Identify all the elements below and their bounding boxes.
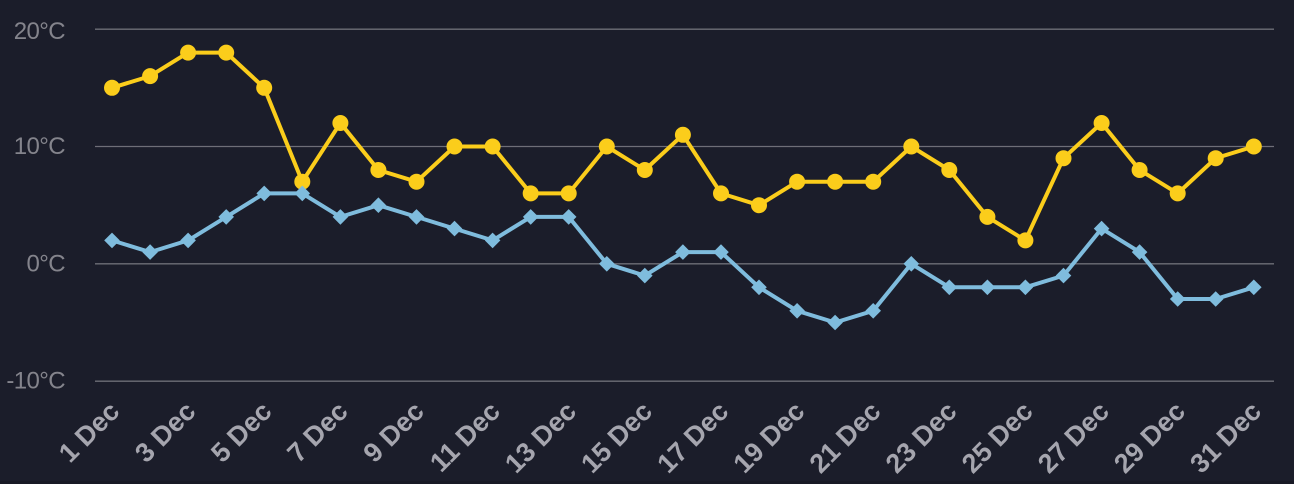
svg-text:0°C: 0°C xyxy=(27,250,66,277)
svg-text:10°C: 10°C xyxy=(14,133,65,160)
svg-text:20°C: 20°C xyxy=(14,18,65,45)
svg-text:-10°C: -10°C xyxy=(6,368,65,395)
